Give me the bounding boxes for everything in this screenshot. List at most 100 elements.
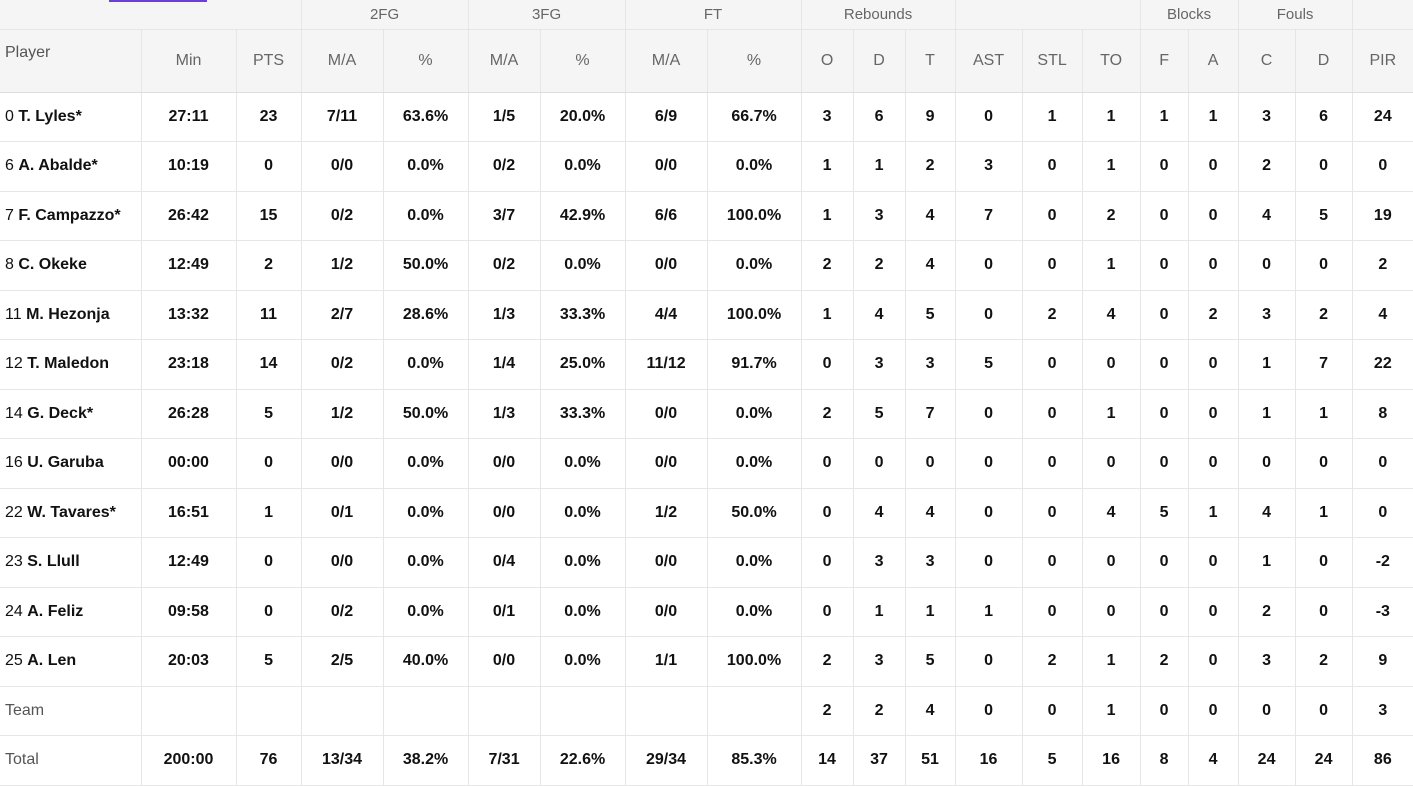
stat-stl: 0	[1022, 240, 1083, 291]
stat-d: 5	[853, 389, 906, 439]
stat-fg3p: 0.0%	[540, 537, 626, 588]
player-name[interactable]: A. Len	[27, 652, 77, 670]
stat-fg3: 0/4	[468, 537, 541, 588]
stat-fd: 1	[1295, 488, 1353, 538]
stat-d: 1	[853, 141, 906, 192]
stat-pir: 2	[1352, 240, 1413, 291]
column-header-to[interactable]: TO	[1082, 29, 1141, 93]
player-name[interactable]: T. Lyles*	[18, 107, 82, 125]
stat-pts: 23	[236, 92, 302, 142]
stat-ft: 0/0	[625, 587, 708, 637]
stat-fd: 0	[1295, 537, 1353, 588]
stat-fg3: 0/0	[468, 488, 541, 538]
column-header-2fg-ma[interactable]: M/A	[301, 29, 384, 93]
column-header-ft-pct[interactable]: %	[707, 29, 802, 93]
stat-min: 12:49	[141, 537, 237, 588]
player-cell: 6 A. Abalde*	[0, 141, 142, 192]
stat-fd: 2	[1295, 636, 1353, 687]
column-header-min[interactable]: Min	[141, 29, 237, 93]
player-name[interactable]: S. Llull	[27, 553, 80, 571]
stat-min: 20:03	[141, 636, 237, 687]
stat-fg3p: 0.0%	[540, 488, 626, 538]
column-header-stl[interactable]: STL	[1022, 29, 1083, 93]
table-row: 16 U. Garuba 00:00 0 0/0 0.0% 0/0 0.0% 0/0 0.0% 0…	[0, 438, 1413, 489]
stat-bf: 0	[1140, 389, 1189, 439]
total-stat-o: 14	[801, 735, 854, 786]
column-header-pts[interactable]: PTS	[236, 29, 302, 93]
stat-o: 1	[801, 290, 854, 340]
stat-fg2p: 0.0%	[383, 587, 469, 637]
column-header-ft-ma[interactable]: M/A	[625, 29, 708, 93]
stat-fc: 3	[1238, 92, 1296, 142]
stat-o: 0	[801, 587, 854, 637]
player-name[interactable]: W. Tavares*	[27, 503, 116, 521]
player-name[interactable]: F. Campazzo*	[18, 206, 121, 224]
player-number: 11	[5, 305, 22, 323]
player-rows: 0 T. Lyles* 27:11 23 7/11 63.6% 1/5 20.0% 6/9 66…	[0, 92, 1413, 786]
stat-stl: 0	[1022, 389, 1083, 439]
team-stat-fg2p	[383, 686, 469, 736]
column-header-player[interactable]: Player	[0, 29, 142, 93]
stat-fg2p: 0.0%	[383, 339, 469, 390]
column-header-3fg-pct[interactable]: %	[540, 29, 626, 93]
stat-o: 2	[801, 240, 854, 291]
stat-ftp: 91.7%	[707, 339, 802, 390]
stat-fg2p: 0.0%	[383, 438, 469, 489]
stat-d: 2	[853, 240, 906, 291]
team-stat-fd: 0	[1295, 686, 1353, 736]
team-stat-fg2	[301, 686, 384, 736]
player-name[interactable]: U. Garuba	[27, 454, 104, 472]
stat-pir: 24	[1352, 92, 1413, 142]
total-stat-fg2: 13/34	[301, 735, 384, 786]
player-name[interactable]: G. Deck*	[27, 404, 94, 422]
stat-pts: 0	[236, 141, 302, 192]
player-name[interactable]: M. Hezonja	[26, 305, 110, 323]
stat-fg3p: 25.0%	[540, 339, 626, 390]
stat-ftp: 100.0%	[707, 191, 802, 241]
column-header-pir[interactable]: PIR	[1352, 29, 1413, 93]
player-number: 22	[5, 503, 23, 521]
column-header-fouls-d[interactable]: D	[1295, 29, 1353, 93]
table-row: 0 T. Lyles* 27:11 23 7/11 63.6% 1/5 20.0% 6/9 66…	[0, 92, 1413, 142]
stat-fd: 6	[1295, 92, 1353, 142]
column-header-blocks-a[interactable]: A	[1188, 29, 1239, 93]
total-stat-to: 16	[1082, 735, 1141, 786]
stat-stl: 0	[1022, 488, 1083, 538]
stat-fd: 0	[1295, 141, 1353, 192]
column-header-fouls-c[interactable]: C	[1238, 29, 1296, 93]
column-header-3fg-ma[interactable]: M/A	[468, 29, 541, 93]
stat-ft: 6/9	[625, 92, 708, 142]
stat-ft: 0/0	[625, 537, 708, 588]
group-header-empty	[0, 0, 302, 30]
column-header-reb-d[interactable]: D	[853, 29, 906, 93]
stat-d: 4	[853, 488, 906, 538]
total-stat-ast: 16	[955, 735, 1023, 786]
stat-ba: 0	[1188, 191, 1239, 241]
column-header-2fg-pct[interactable]: %	[383, 29, 469, 93]
column-header-ast[interactable]: AST	[955, 29, 1023, 93]
column-header-reb-t[interactable]: T	[905, 29, 956, 93]
stat-d: 6	[853, 92, 906, 142]
team-stat-fc: 0	[1238, 686, 1296, 736]
stat-min: 27:11	[141, 92, 237, 142]
player-name[interactable]: A. Feliz	[27, 602, 84, 620]
column-header-blocks-f[interactable]: F	[1140, 29, 1189, 93]
column-header-reb-o[interactable]: O	[801, 29, 854, 93]
stat-o: 1	[801, 141, 854, 192]
player-name[interactable]: T. Maledon	[27, 355, 110, 373]
player-cell: 16 U. Garuba	[0, 438, 142, 489]
stat-d: 3	[853, 191, 906, 241]
stat-pts: 0	[236, 438, 302, 489]
player-name[interactable]: A. Abalde*	[18, 157, 98, 175]
stat-fg3: 0/0	[468, 636, 541, 687]
stat-pts: 14	[236, 339, 302, 390]
player-name[interactable]: C. Okeke	[18, 256, 87, 274]
stat-ft: 11/12	[625, 339, 708, 390]
stat-bf: 0	[1140, 290, 1189, 340]
stat-t: 7	[905, 389, 956, 439]
stat-bf: 2	[1140, 636, 1189, 687]
total-stat-fc: 24	[1238, 735, 1296, 786]
stat-fd: 1	[1295, 389, 1353, 439]
stat-ba: 1	[1188, 92, 1239, 142]
